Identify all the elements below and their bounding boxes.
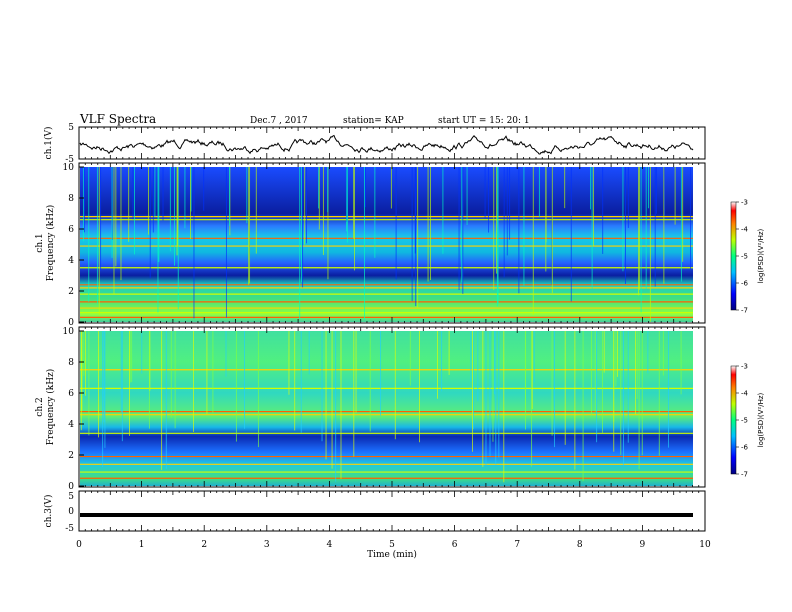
ch1-spectrogram-lines [80,167,693,322]
ch1-colorbar-label: log(PSD)(V²/Hz) [757,228,765,283]
x-tick-label: 0 [76,540,82,550]
date-label: Dec.7 , 2017 [250,116,308,126]
figure-title: VLF Spectra [79,112,156,126]
station-label: station= KAP [343,116,404,126]
x-tick-label: 6 [452,540,458,550]
ch3-ytick-top: 5 [68,492,74,502]
colorbar-tick-label: -5 [741,417,748,425]
frequency-tick-label: 10 [63,327,75,337]
ch2-colorbar-ticks: -3 -4 -5 -6 -7 [736,363,749,479]
frequency-tick-label: 4 [68,256,74,266]
frequency-tick-label: 4 [68,420,74,430]
ch2-spectrogram-image [80,331,693,486]
ch2-colorbar [730,365,737,475]
colorbar-tick-label: -6 [741,444,749,452]
x-tick-label: 2 [201,540,207,550]
frequency-tick-label: 2 [68,287,74,297]
ch3-ytick-mid: 0 [68,507,74,517]
frequency-tick-label: 8 [68,194,74,204]
x-tick-label: 5 [389,540,395,550]
colorbar-tick-label: -5 [741,253,748,261]
ch1-colorbar [730,201,737,311]
ch1-waveform-panel: 5 -5 ch.1(V) [43,123,706,165]
colorbar-tick-label: -7 [741,307,748,315]
frequency-tick-label: 6 [68,225,74,235]
ch3-waveform-frame [78,490,706,532]
ch2-spectrogram-ylabel: Frequency (kHz) [45,369,56,446]
ch1-spectrogram-image [80,167,693,322]
ch1-ytick-top: 5 [68,123,74,133]
ch1-spectrogram-channel-label: ch.1 [35,233,45,252]
ch2-spectrogram-channel-label: ch.2 [35,397,45,416]
x-tick-label: 7 [514,540,520,550]
colorbar-tick-label: -4 [741,390,749,398]
ch1-waveform-ylabel: ch.1(V) [43,127,54,160]
ch3-waveform-ylabel: ch.3(V) [43,495,54,528]
frequency-tick-label: 0 [68,482,74,492]
x-axis-label: Time (min) [367,549,417,560]
x-tick-label: 1 [139,540,145,550]
x-tick-label: 8 [577,540,583,550]
ch1-spectrogram-yticks: 0 2 4 6 8 10 [63,163,84,328]
ch2-spectrogram-yticks: 0 2 4 6 8 10 [63,327,84,492]
ch1-ytick-bottom: -5 [65,155,74,165]
colorbar-tick-label: -3 [741,199,748,207]
frequency-tick-label: 6 [68,389,74,399]
colorbar-tick-label: -3 [741,363,748,371]
ch1-waveform-line [79,134,694,155]
x-tick-label: 3 [264,540,270,550]
ch1-colorbar-ticks: -3 -4 -5 -6 -7 [736,199,749,315]
ch1-spectrogram-ylabel: Frequency (kHz) [45,205,56,282]
start-time-label: start UT = 15: 20: 1 [438,116,530,126]
colorbar-tick-label: -7 [741,471,748,479]
x-tick-label: 9 [640,540,646,550]
x-axis-ticks: 0 1 2 3 4 5 6 7 8 9 10 [76,127,711,550]
ch3-ytick-bottom: -5 [65,524,74,534]
ch2-spectrogram-lines [80,331,693,483]
frequency-tick-label: 2 [68,451,74,461]
frequency-tick-label: 10 [63,163,75,173]
ch2-colorbar-label: log(PSD)(V²/Hz) [757,392,765,447]
colorbar-tick-label: -4 [741,226,749,234]
colorbar-tick-label: -6 [741,280,749,288]
x-tick-label: 4 [327,540,333,550]
x-tick-label: 10 [699,540,711,550]
ch3-waveform-panel: 5 0 -5 ch.3(V) [43,490,706,534]
frequency-tick-label: 8 [68,358,74,368]
frequency-tick-label: 0 [68,318,74,328]
